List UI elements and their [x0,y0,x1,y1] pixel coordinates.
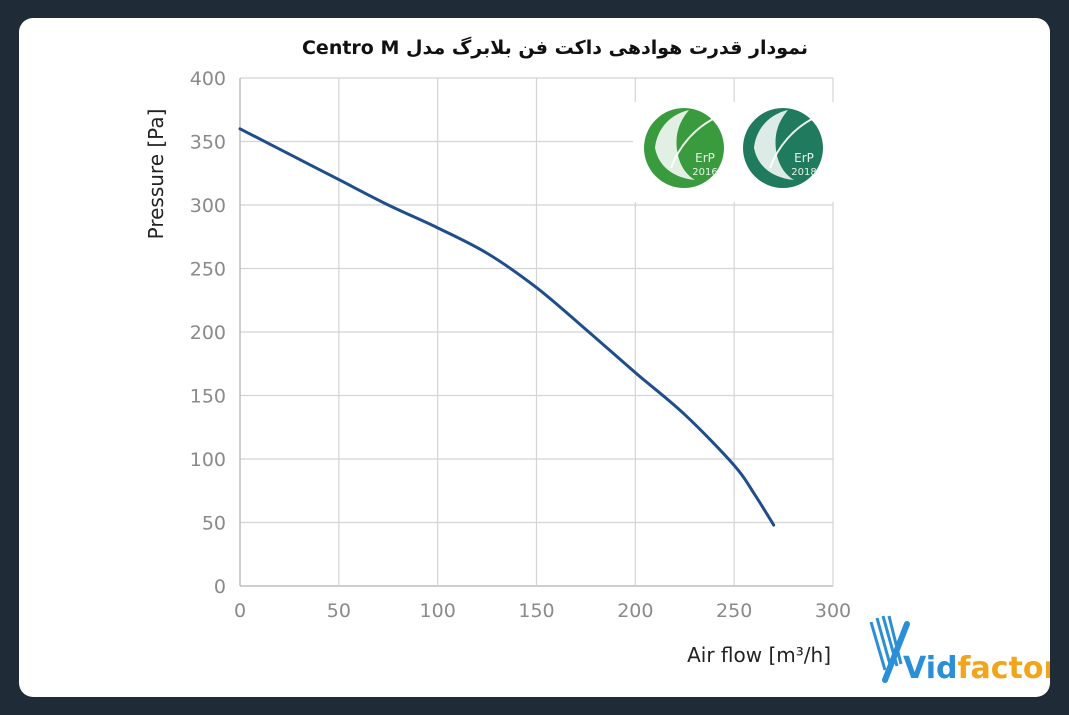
x-axis-ticks: 0 50 100 150 200 250 300 [234,600,851,622]
x-tick-label: 0 [234,600,246,622]
y-tick-label: 400 [190,68,226,90]
vidfactor-logo: Vidfactor [869,615,1050,686]
chart-title: نمودار قدرت هوادهی داکت فن بلابرگ مدل Ce… [302,36,808,59]
erp-2016-label: ErP [695,151,715,165]
x-tick-label: 300 [815,600,851,622]
logo-text-vid: Vid [903,651,957,686]
y-tick-label: 0 [214,576,226,598]
y-axis-title: Pressure [Pa] [144,109,168,240]
y-tick-label: 250 [190,259,226,281]
x-tick-label: 100 [420,600,456,622]
y-axis-ticks: 0 50 100 150 200 250 300 350 400 [190,68,226,598]
logo-text-factor: factor [957,651,1050,686]
pressure-curve [238,127,776,527]
y-tick-label: 150 [190,386,226,408]
erp-2016-year: 2016 [692,167,717,178]
x-tick-label: 150 [518,600,554,622]
y-tick-label: 50 [202,513,226,535]
y-tick-label: 200 [190,322,226,344]
logo-text: Vidfactor [903,651,1050,686]
leaf-icon [754,110,815,180]
erp-2018-year: 2018 [791,167,816,178]
y-tick-label: 350 [190,132,226,154]
x-tick-label: 250 [716,600,752,622]
y-tick-label: 300 [190,195,226,217]
erp-2016-badge: ErP 2016 [633,102,737,202]
leaf-icon [655,110,716,180]
logo-wing-icon [869,615,910,683]
grid [239,77,834,587]
x-tick-label: 50 [327,600,351,622]
y-tick-label: 100 [190,449,226,471]
erp-2018-label: ErP [794,151,814,165]
x-axis-title: Air flow [m³/h] [687,643,831,667]
series-group [238,127,776,527]
chart-card: نمودار قدرت هوادهی داکت فن بلابرگ مدل Ce… [19,18,1050,697]
erp-2018-badge: ErP 2018 [733,102,837,202]
pressure-airflow-chart: نمودار قدرت هوادهی داکت فن بلابرگ مدل Ce… [144,36,1050,686]
x-tick-label: 200 [617,600,653,622]
